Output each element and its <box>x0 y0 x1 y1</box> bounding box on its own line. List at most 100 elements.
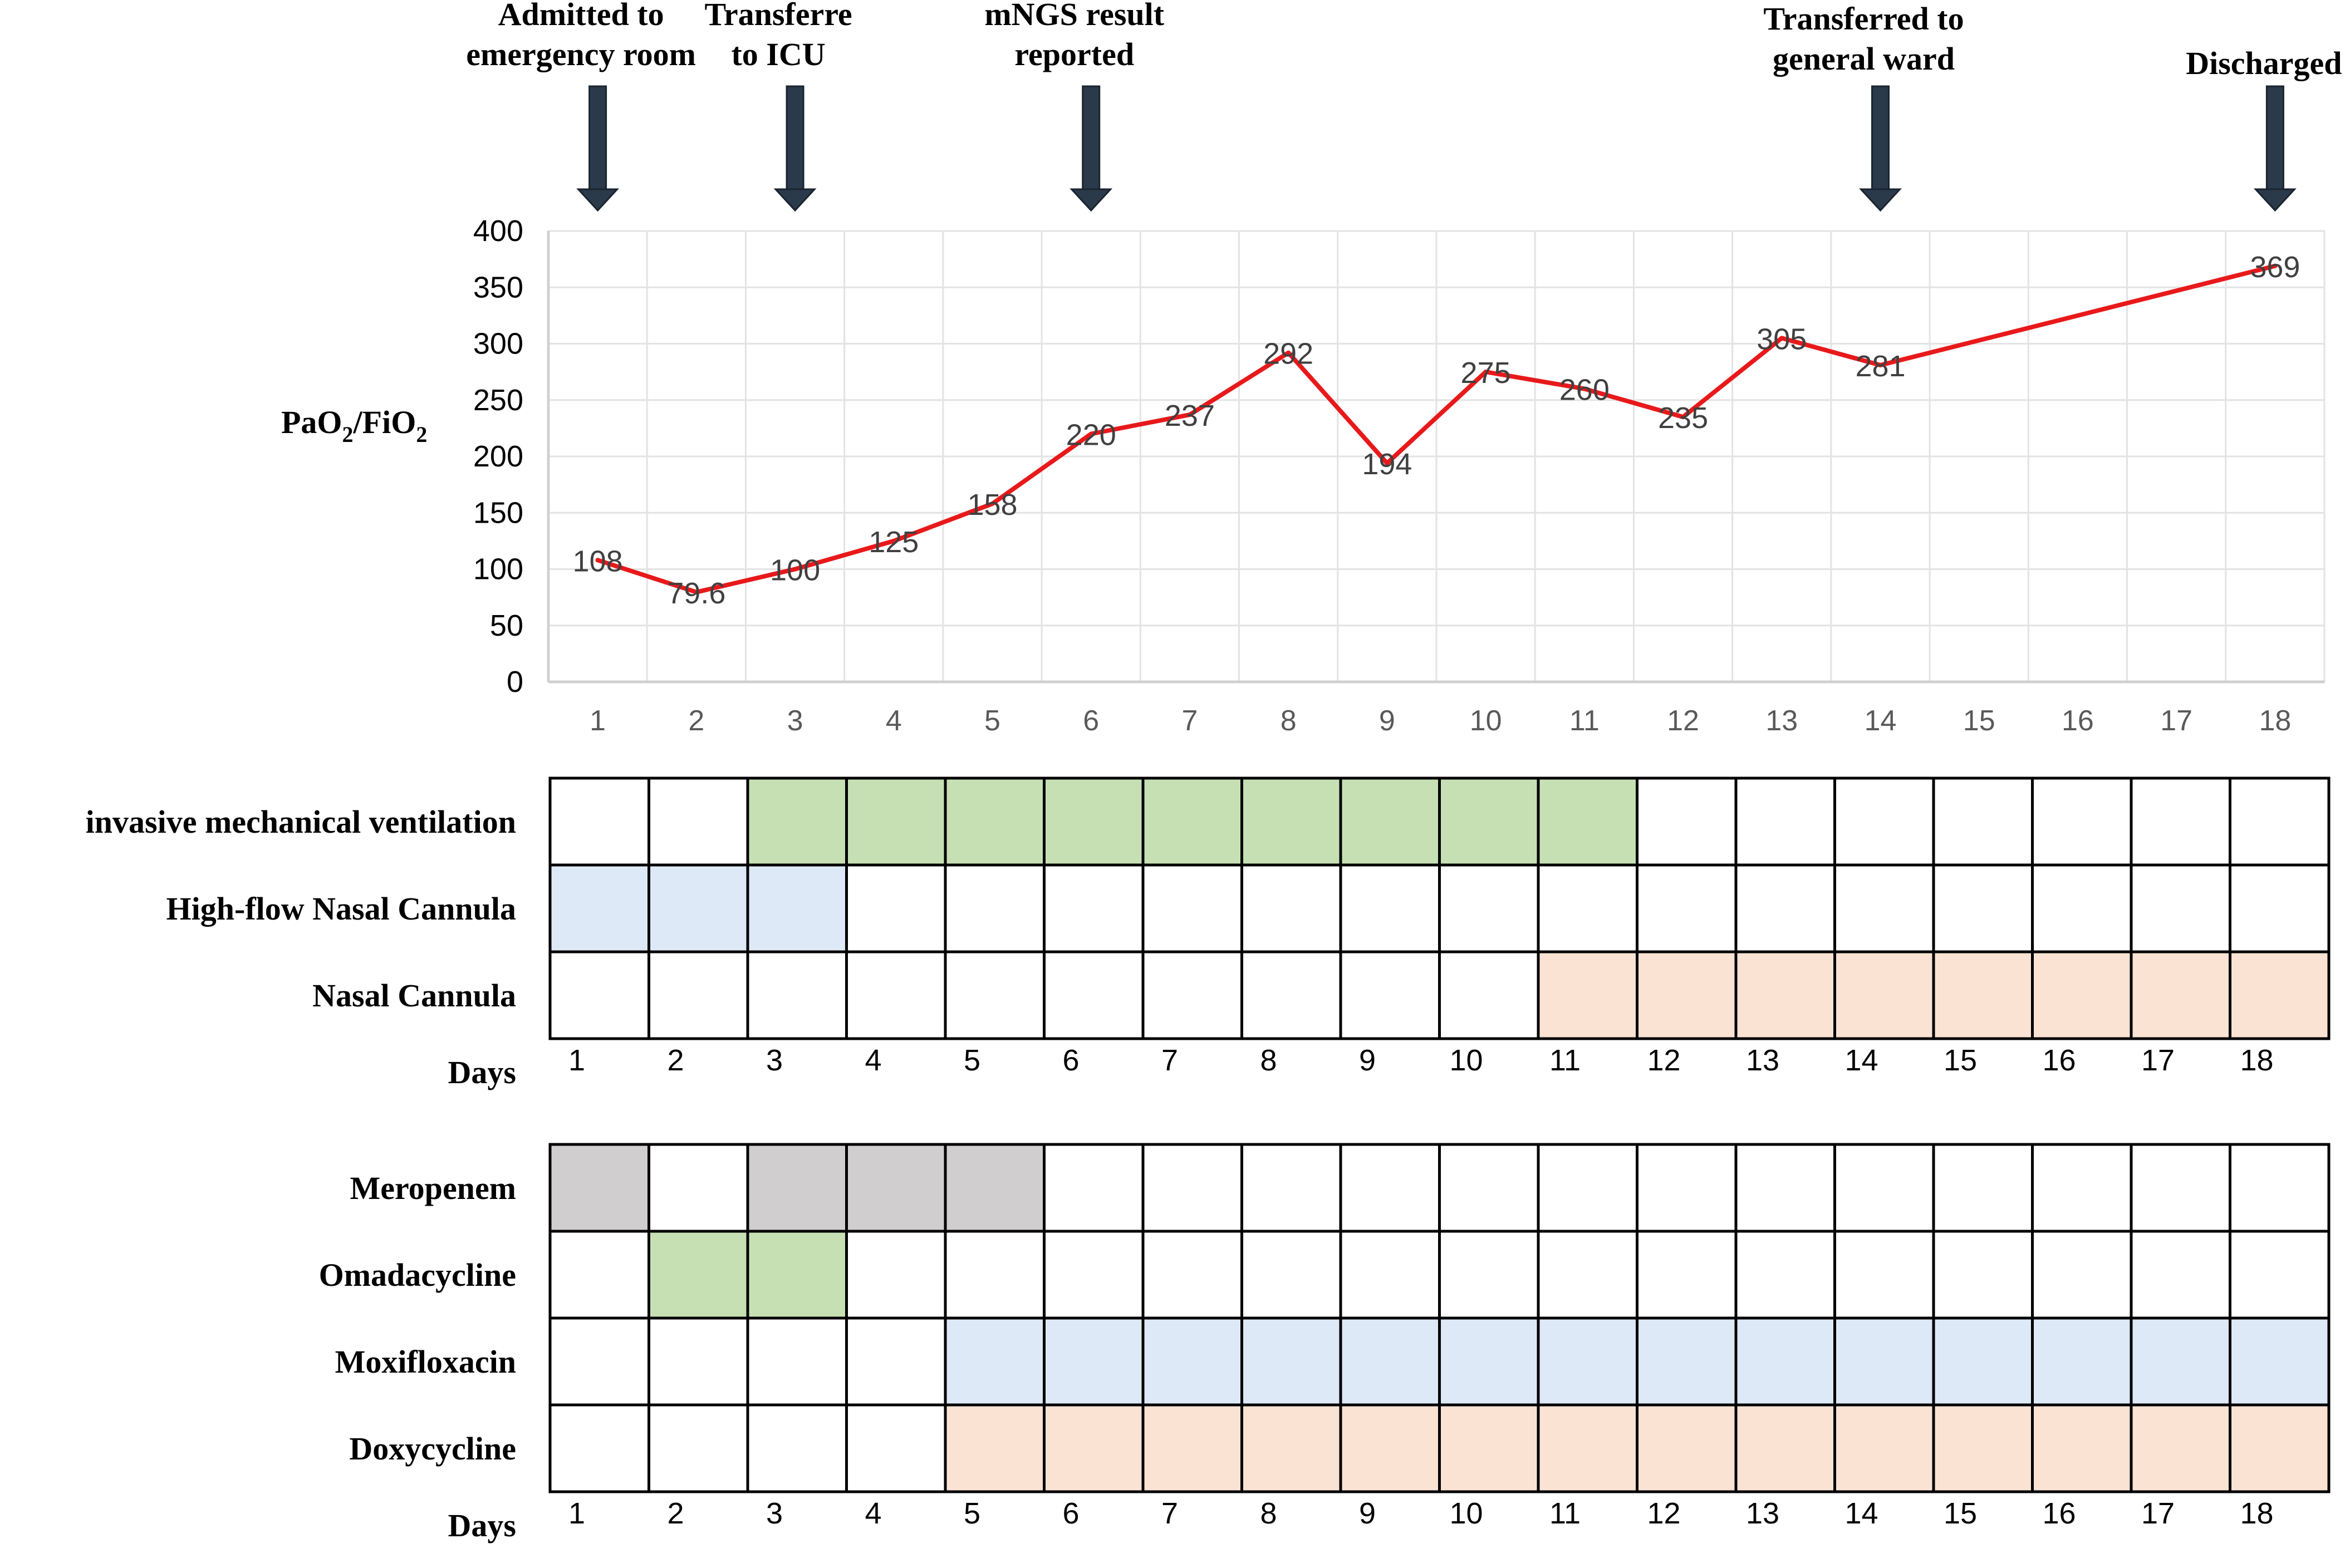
empty-cell <box>1537 863 1638 953</box>
day-label: 11 <box>1549 1044 1581 1077</box>
empty-cell <box>1438 863 1540 953</box>
day-label: 18 <box>2240 1497 2273 1530</box>
active-cell <box>944 776 1046 867</box>
empty-cell <box>746 1316 848 1407</box>
active-cell <box>1734 1316 1836 1407</box>
x-tick-label: 16 <box>2062 705 2094 737</box>
annotation-arrow-shaft <box>2265 85 2284 190</box>
x-tick-label: 3 <box>787 705 803 737</box>
row-label: High-flow Nasal Cannula <box>166 891 516 927</box>
empty-cell <box>1043 950 1145 1040</box>
day-label: 10 <box>1449 1044 1483 1077</box>
day-label: 14 <box>1844 1044 1878 1077</box>
data-label: 158 <box>967 488 1017 522</box>
active-cell <box>1043 1316 1145 1407</box>
annotation: Transferre to ICU <box>704 0 852 212</box>
empty-cell <box>845 1316 947 1407</box>
annotation-arrow-head <box>576 188 620 212</box>
x-tick-label: 8 <box>1281 705 1297 737</box>
day-label: 1 <box>568 1497 585 1530</box>
annotation-arrow-shaft <box>786 85 804 190</box>
row-label: Omadacycline <box>319 1257 516 1293</box>
data-label: 275 <box>1461 356 1511 390</box>
active-cell <box>1636 950 1738 1040</box>
active-cell <box>2031 1316 2133 1407</box>
empty-cell <box>845 1403 947 1493</box>
y-tick-label: 100 <box>473 553 523 586</box>
empty-cell <box>1932 1230 2034 1320</box>
data-point <box>1878 362 1883 367</box>
y-tick-label: 350 <box>473 271 523 304</box>
y-axis-label-part: 2 <box>416 422 427 447</box>
day-label: 18 <box>2240 1044 2273 1077</box>
empty-cell <box>1240 863 1342 953</box>
data-point <box>1779 336 1784 341</box>
x-tick-label: 4 <box>886 705 902 737</box>
antibiotics-table: Meropenem Omadacycline Moxifloxacin Doxycyc… <box>319 1143 2331 1544</box>
x-tick-label: 15 <box>1963 705 1995 737</box>
active-cell <box>1833 1403 1935 1493</box>
empty-cell <box>1240 1230 1342 1320</box>
annotation-arrow-head <box>1070 188 1113 212</box>
active-cell <box>746 1143 848 1233</box>
day-label: 13 <box>1746 1497 1779 1530</box>
empty-cell <box>1240 1143 1342 1233</box>
data-label: 108 <box>573 544 623 578</box>
day-label: 17 <box>2141 1044 2175 1077</box>
active-cell <box>1932 950 2034 1040</box>
active-cell <box>1141 1316 1243 1407</box>
active-cell <box>1438 1403 1540 1493</box>
x-tick-label: 14 <box>1865 705 1897 737</box>
annotation-arrow-head <box>2253 188 2297 212</box>
annotation: Admitted to emergency room <box>466 0 696 212</box>
empty-cell <box>1339 1230 1441 1320</box>
empty-cell <box>1537 1230 1638 1320</box>
day-label: 7 <box>1161 1497 1178 1530</box>
day-label: 4 <box>865 1497 881 1530</box>
x-tick-label: 10 <box>1470 705 1502 737</box>
empty-cell <box>2031 863 2133 953</box>
day-label: 11 <box>1549 1497 1581 1530</box>
annotation-text: reported <box>1014 36 1134 72</box>
x-tick-label: 9 <box>1379 705 1395 737</box>
active-cell <box>2229 950 2331 1040</box>
empty-cell <box>2229 776 2331 867</box>
active-cell <box>1240 776 1342 867</box>
empty-cell <box>1537 1143 1638 1233</box>
day-label: 9 <box>1359 1044 1376 1077</box>
day-label: 16 <box>2042 1044 2076 1077</box>
data-label: 194 <box>1362 448 1412 481</box>
active-cell <box>1043 1403 1145 1493</box>
day-label: 2 <box>667 1497 684 1530</box>
empty-cell <box>1240 950 1342 1040</box>
x-tick-label: 13 <box>1765 705 1798 737</box>
data-point <box>1187 412 1192 417</box>
y-tick-label: 250 <box>473 384 523 417</box>
active-cell <box>944 1403 1046 1493</box>
empty-cell <box>746 1403 848 1493</box>
day-label: 9 <box>1359 1497 1376 1530</box>
day-label: 5 <box>964 1497 980 1530</box>
days-label: Days <box>448 1507 516 1544</box>
data-label: 292 <box>1263 337 1313 371</box>
data-point <box>2273 263 2278 268</box>
empty-cell <box>1734 1143 1836 1233</box>
empty-cell <box>548 776 650 867</box>
data-label: 125 <box>869 525 919 559</box>
x-tick-label: 17 <box>2160 705 2192 737</box>
empty-cell <box>1636 1143 1738 1233</box>
x-tick-label: 11 <box>1569 705 1600 737</box>
empty-cell <box>548 1230 650 1320</box>
row-label: Doxycycline <box>349 1431 516 1467</box>
respiratory-support-table: invasive mechanical ventilation High-flow… <box>86 776 2331 1090</box>
active-cell <box>1339 1316 1441 1407</box>
empty-cell <box>1932 776 2034 867</box>
x-tick-label: 2 <box>688 705 704 737</box>
data-point <box>990 502 995 507</box>
x-tick-label: 1 <box>590 705 606 737</box>
annotation-text: Transferred to <box>1763 1 1964 37</box>
day-label: 12 <box>1647 1044 1680 1077</box>
